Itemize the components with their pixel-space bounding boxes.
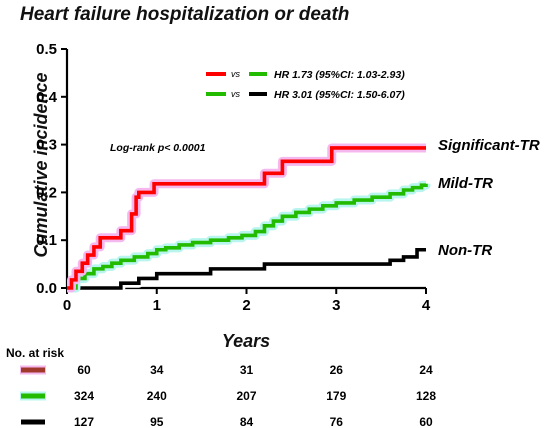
risk-cell: 24 [419,363,433,377]
log-rank-annotation: Log-rank p< 0.0001 [110,142,206,154]
y-tick-label: 0.3 [36,137,57,154]
risk-cell: 179 [326,389,346,403]
risk-cell: 60 [77,363,91,377]
series-layer [66,143,431,293]
x-tick-label: 0 [63,297,71,314]
y-axis-label: Cumulative incidence [31,72,51,257]
risk-cell: 240 [147,389,167,403]
risk-table-title: No. at risk [6,346,64,360]
x-tick-label: 1 [153,297,161,314]
risk-cell: 60 [419,415,433,428]
risk-cell: 207 [236,389,256,403]
legend-vs: vs [231,69,241,79]
series-label-non-tr: Non-TR [438,242,492,259]
group-labels: Significant-TR Mild-TR Non-TR [438,137,540,259]
risk-cell: 95 [150,415,164,428]
legend-hr-text: HR 3.01 (95%CI: 1.50-6.07) [274,89,405,101]
risk-cell: 26 [330,363,344,377]
x-tick-label: 4 [422,297,431,314]
risk-cell: 31 [240,363,254,377]
y-axis: Cumulative incidence [31,72,51,257]
chart-title: Heart failure hospitalization or death [20,4,349,25]
series-line-non-tr [67,247,426,290]
y-tick-label: 0.5 [36,41,57,58]
x-axis-label: Years [222,331,270,351]
risk-cell: 127 [74,415,94,428]
y-tick-label: 0.0 [36,280,57,297]
axis-lines [65,49,426,290]
risk-cell: 76 [330,415,344,428]
legend-hr-text: HR 1.73 (95%CI: 1.03-2.93) [274,69,405,81]
legend: vs HR 1.73 (95%CI: 1.03-2.93) vs HR 3.01 (9… [206,69,405,101]
series-line-significant-tr [67,146,426,290]
risk-table: 60 34 31 26 24 324 240 207 179 128 127 95 84 76 60 [20,363,436,428]
risk-cell: 324 [74,389,94,403]
legend-vs: vs [231,89,241,99]
y-tick-label: 0.1 [36,232,57,249]
risk-cell: 84 [240,415,254,428]
y-tick-label: 0.2 [36,184,57,201]
x-tick-label: 3 [332,297,340,314]
risk-cell: 128 [416,389,436,403]
series-line-mild-tr [67,183,428,290]
series-label-significant-tr: Significant-TR [438,137,540,154]
series-label-mild-tr: Mild-TR [438,175,493,192]
risk-cell: 34 [150,363,164,377]
y-tick-label: 0.4 [36,89,58,106]
x-tick-label: 2 [242,297,250,314]
